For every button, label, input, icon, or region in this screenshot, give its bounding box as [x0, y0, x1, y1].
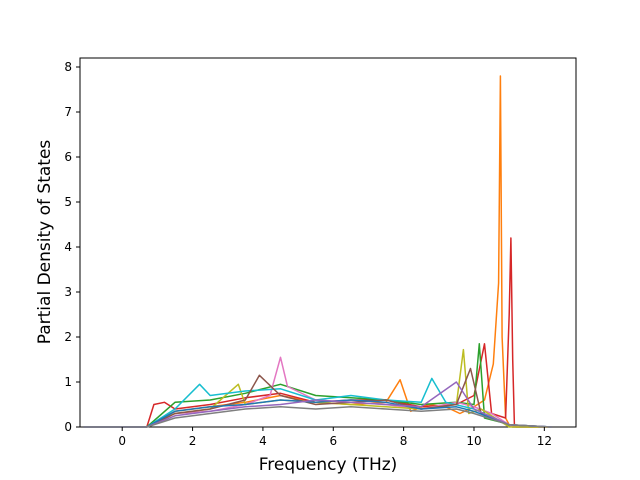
x-tick-label: 0	[118, 434, 126, 448]
y-axis-title: Partial Density of States	[35, 140, 55, 345]
y-tick-label: 5	[64, 195, 72, 209]
x-axis-title: Frequency (THz)	[259, 455, 398, 475]
y-tick-label: 1	[64, 375, 72, 389]
series-line-8	[83, 381, 552, 428]
plot-area-frame	[79, 57, 577, 428]
y-tick-label: 0	[64, 420, 72, 434]
y-tick-label: 4	[64, 240, 72, 254]
y-tick-label: 2	[64, 330, 72, 344]
y-axis: 0 1 2 3 4 5 6 7 8	[64, 60, 80, 434]
x-tick-label: 2	[189, 434, 197, 448]
series-line-1	[83, 237, 552, 428]
series-line-6	[83, 367, 552, 428]
x-tick-label: 6	[329, 434, 337, 448]
x-tick-label: 12	[537, 434, 552, 448]
y-tick-label: 8	[64, 60, 72, 74]
x-axis: 0 2 4 6 8 10 12	[118, 427, 552, 448]
y-tick-label: 7	[64, 105, 72, 119]
x-tick-label: 8	[400, 434, 408, 448]
series-group	[83, 75, 552, 428]
x-tick-label: 4	[259, 434, 267, 448]
series-line-9	[83, 406, 552, 428]
x-tick-label: 10	[466, 434, 481, 448]
y-tick-label: 3	[64, 285, 72, 299]
series-line-5	[83, 377, 552, 428]
y-tick-label: 6	[64, 150, 72, 164]
